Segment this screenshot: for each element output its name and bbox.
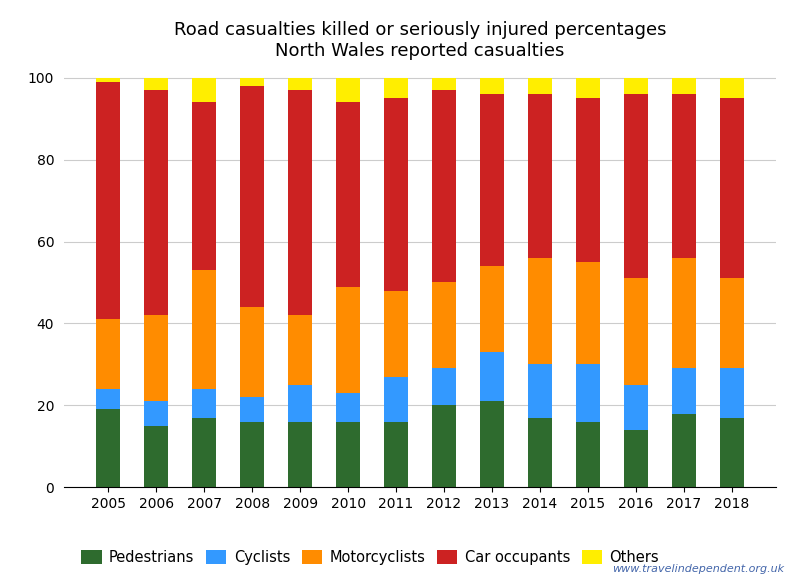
Text: www.travelindependent.org.uk: www.travelindependent.org.uk (612, 564, 784, 574)
Bar (192, 78, 216, 102)
Bar (672, 94, 696, 258)
Bar (336, 102, 360, 287)
Bar (528, 364, 552, 418)
Bar (288, 385, 312, 422)
Bar (96, 78, 120, 82)
Bar (192, 102, 216, 270)
Bar (144, 316, 168, 401)
Bar (624, 94, 648, 278)
Bar (480, 401, 504, 487)
Bar (336, 422, 360, 487)
Bar (288, 90, 312, 316)
Bar (576, 98, 600, 262)
Bar (720, 418, 744, 487)
Bar (288, 422, 312, 487)
Bar (288, 78, 312, 90)
Bar (576, 78, 600, 98)
Bar (288, 316, 312, 385)
Bar (336, 78, 360, 102)
Bar (96, 389, 120, 409)
Bar (528, 418, 552, 487)
Bar (672, 258, 696, 368)
Bar (672, 368, 696, 414)
Bar (96, 409, 120, 487)
Bar (720, 98, 744, 278)
Bar (624, 385, 648, 430)
Bar (384, 376, 408, 422)
Bar (432, 368, 456, 405)
Bar (480, 352, 504, 401)
Title: Road casualties killed or seriously injured percentages
North Wales reported cas: Road casualties killed or seriously inju… (174, 21, 666, 60)
Bar (432, 78, 456, 90)
Bar (336, 287, 360, 393)
Bar (144, 426, 168, 487)
Bar (240, 307, 264, 397)
Bar (432, 405, 456, 487)
Bar (240, 78, 264, 86)
Bar (624, 430, 648, 487)
Bar (240, 397, 264, 422)
Bar (240, 422, 264, 487)
Bar (576, 364, 600, 422)
Bar (672, 78, 696, 94)
Bar (144, 78, 168, 90)
Bar (720, 368, 744, 418)
Bar (720, 78, 744, 98)
Bar (432, 282, 456, 368)
Bar (576, 262, 600, 364)
Bar (384, 98, 408, 291)
Bar (720, 278, 744, 368)
Bar (528, 94, 552, 258)
Bar (192, 389, 216, 418)
Bar (144, 401, 168, 426)
Bar (192, 270, 216, 389)
Bar (624, 278, 648, 385)
Bar (528, 78, 552, 94)
Bar (240, 86, 264, 307)
Bar (96, 82, 120, 320)
Bar (480, 78, 504, 94)
Bar (432, 90, 456, 282)
Bar (672, 414, 696, 487)
Bar (480, 94, 504, 266)
Bar (480, 266, 504, 352)
Bar (384, 291, 408, 376)
Bar (624, 78, 648, 94)
Bar (528, 258, 552, 364)
Bar (96, 320, 120, 389)
Bar (336, 393, 360, 422)
Bar (144, 90, 168, 316)
Bar (192, 418, 216, 487)
Bar (384, 422, 408, 487)
Legend: Pedestrians, Cyclists, Motorcyclists, Car occupants, Others: Pedestrians, Cyclists, Motorcyclists, Ca… (75, 545, 665, 571)
Bar (576, 422, 600, 487)
Bar (384, 78, 408, 98)
